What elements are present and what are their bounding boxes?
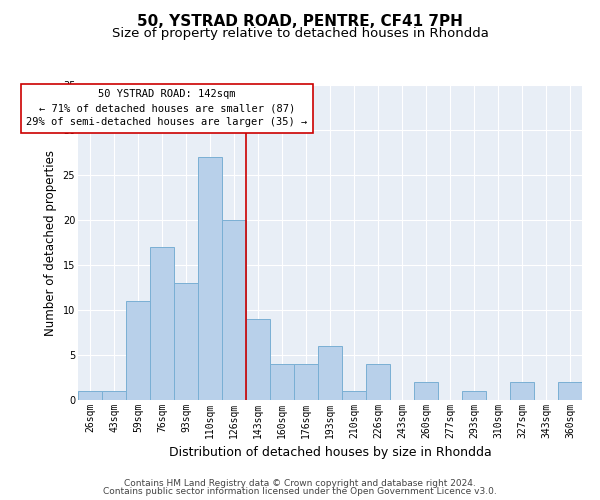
Bar xyxy=(78,391,102,400)
Bar xyxy=(246,319,270,400)
Bar xyxy=(222,220,246,400)
Bar xyxy=(150,247,174,400)
Text: 50 YSTRAD ROAD: 142sqm
← 71% of detached houses are smaller (87)
29% of semi-det: 50 YSTRAD ROAD: 142sqm ← 71% of detached… xyxy=(26,90,307,128)
Bar xyxy=(318,346,342,400)
Bar xyxy=(270,364,294,400)
Bar xyxy=(342,391,366,400)
Bar xyxy=(294,364,318,400)
Bar xyxy=(198,157,222,400)
Y-axis label: Number of detached properties: Number of detached properties xyxy=(44,150,57,336)
Bar xyxy=(174,283,198,400)
Text: Contains HM Land Registry data © Crown copyright and database right 2024.: Contains HM Land Registry data © Crown c… xyxy=(124,478,476,488)
Bar xyxy=(126,301,150,400)
X-axis label: Distribution of detached houses by size in Rhondda: Distribution of detached houses by size … xyxy=(169,446,491,460)
Bar xyxy=(558,382,582,400)
Text: Size of property relative to detached houses in Rhondda: Size of property relative to detached ho… xyxy=(112,28,488,40)
Text: 50, YSTRAD ROAD, PENTRE, CF41 7PH: 50, YSTRAD ROAD, PENTRE, CF41 7PH xyxy=(137,14,463,29)
Bar xyxy=(510,382,534,400)
Bar xyxy=(102,391,126,400)
Bar xyxy=(366,364,390,400)
Text: Contains public sector information licensed under the Open Government Licence v3: Contains public sector information licen… xyxy=(103,487,497,496)
Bar xyxy=(462,391,486,400)
Bar xyxy=(414,382,438,400)
